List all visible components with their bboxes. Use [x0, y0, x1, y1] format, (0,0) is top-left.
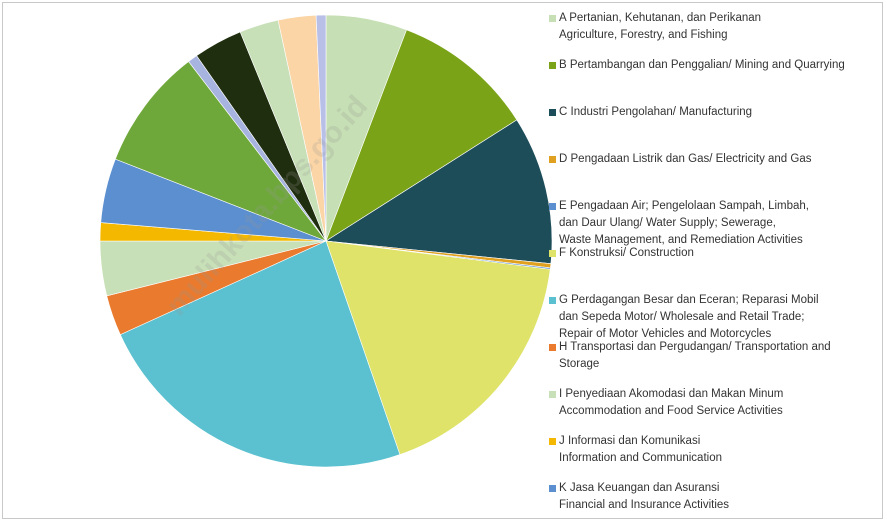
- legend-label: D Pengadaan Listrik dan Gas/ Electricity…: [559, 153, 812, 165]
- legend-label: C Industri Pengolahan/ Manufacturing: [559, 106, 753, 118]
- legend-swatch: [549, 62, 556, 69]
- pie-slice: [114, 61, 327, 242]
- legend-label: K Jasa Keuangan dan Asuransi Financial a…: [559, 482, 730, 511]
- legend-label: B Pertambangan dan Penggalian/ Mining an…: [559, 59, 845, 71]
- legend-swatch: [549, 485, 556, 492]
- legend-label: F Konstruksi/ Construction: [559, 247, 694, 259]
- legend-swatch: [549, 391, 556, 398]
- legend-swatch: [549, 15, 556, 22]
- legend-label: G Perdagangan Besar dan Eceran; Reparasi…: [559, 294, 819, 340]
- pie-slice: [325, 240, 551, 455]
- pie-slice: [325, 29, 518, 242]
- legend-swatch: [549, 109, 556, 116]
- legend-swatch: [549, 297, 556, 304]
- legend-label: E Pengadaan Air; Pengelolaan Sampah, Lim…: [559, 200, 809, 246]
- legend-swatch: [549, 156, 556, 163]
- legend-swatch: [549, 344, 556, 351]
- legend-label: A Pertanian, Kehutanan, dan Perikanan Ag…: [559, 12, 762, 41]
- legend-label: I Penyediaan Akomodasi dan Makan Minum A…: [559, 388, 784, 417]
- legend-swatch: [549, 203, 556, 210]
- legend-label: H Transportasi dan Pergudangan/ Transpor…: [559, 341, 831, 370]
- legend-swatch: [549, 438, 556, 445]
- legend-label: J Informasi dan Komunikasi Information a…: [559, 435, 722, 464]
- legend-swatch: [549, 250, 556, 257]
- pie-slice: [119, 240, 401, 468]
- pie-slice: [315, 14, 327, 242]
